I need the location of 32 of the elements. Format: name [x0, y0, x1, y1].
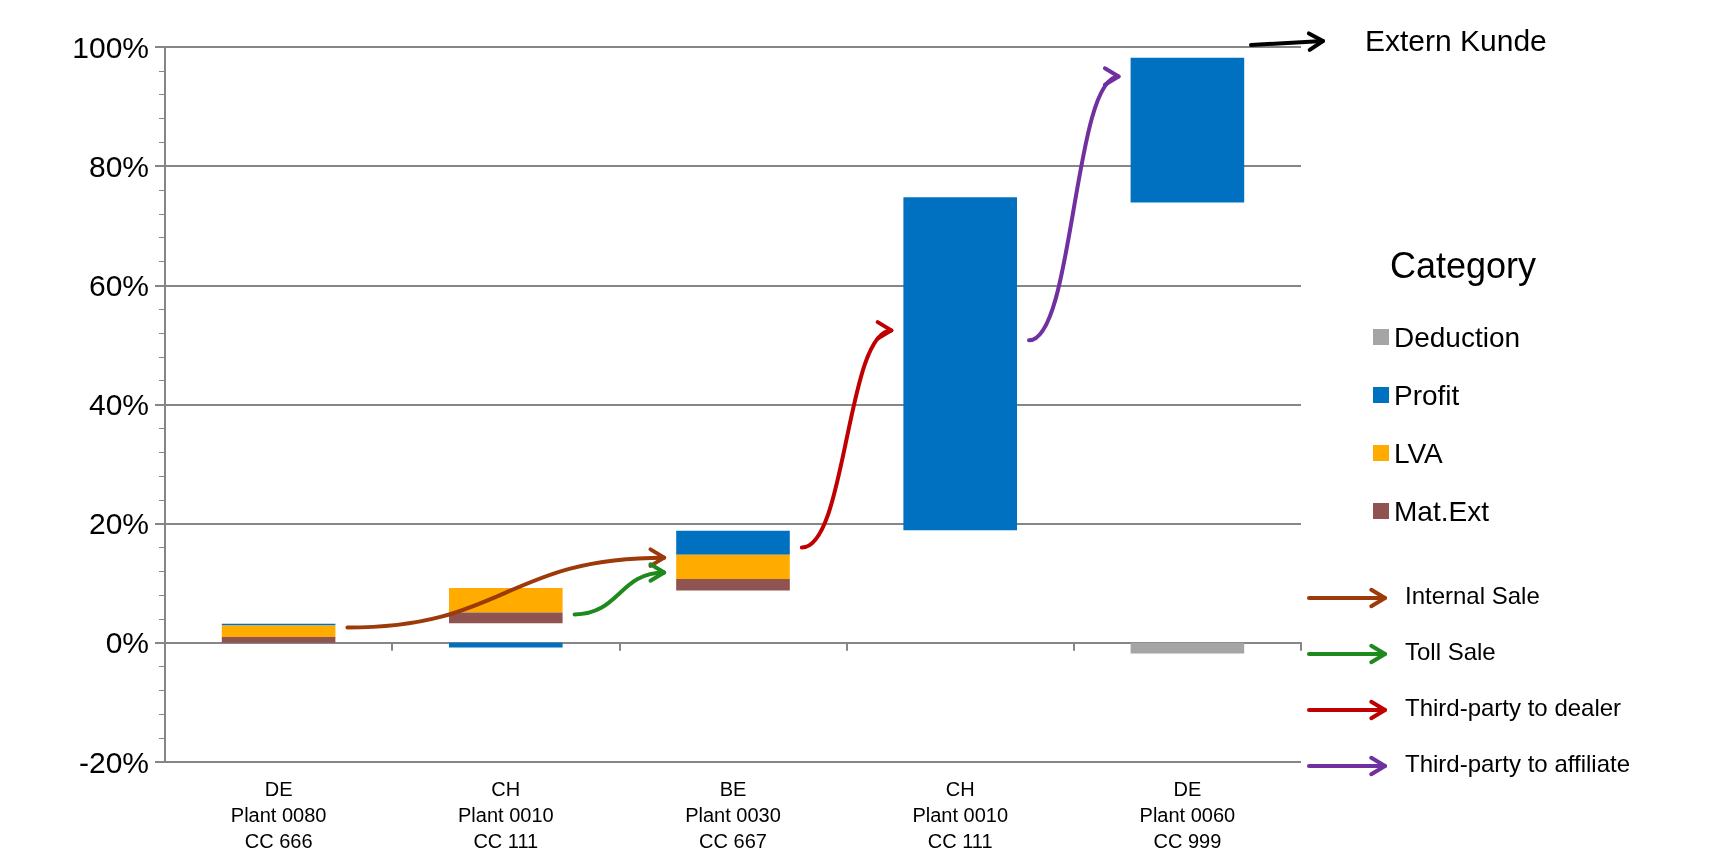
y-tick-label: -20%: [78, 745, 149, 779]
bar: [221, 625, 336, 637]
bar: [221, 636, 336, 643]
text: Extern Kunde: [1365, 23, 1547, 57]
x-tick-label: CH Plant 0010 CC 111: [912, 778, 1009, 852]
y-tick-label: 80%: [88, 149, 149, 183]
bar: [449, 642, 563, 648]
y-tick-label: 0%: [105, 626, 149, 660]
bar: [676, 554, 790, 580]
x-tick-label: CH Plant 0010 CC 111: [457, 778, 554, 852]
x-tick-label: DE Plant 0080 CC 666: [230, 778, 327, 852]
y-tick-label: 20%: [88, 507, 149, 541]
x-tick-label: DE Plant 0060 CC 999: [1139, 778, 1236, 852]
y-tick-label: 40%: [88, 388, 149, 421]
bar: [1130, 642, 1245, 654]
legend-label: Deduction: [1394, 321, 1521, 353]
legend-label: Mat.Ext: [1394, 495, 1490, 527]
text: Third-party to affiliate: [1405, 750, 1630, 778]
text: Internal Sale: [1405, 582, 1540, 610]
text: Toll Sale: [1405, 638, 1496, 666]
bar: [903, 197, 1017, 531]
bar: [676, 530, 790, 555]
bar: [676, 579, 790, 591]
bar: [449, 612, 563, 624]
legend-label: Profit: [1394, 379, 1460, 411]
legend-title: Category: [1390, 244, 1537, 286]
x-tick-label: BE Plant 0030 CC 667: [685, 778, 781, 852]
bar: [1130, 57, 1245, 203]
y-tick-label: 60%: [88, 268, 149, 302]
legend-label: LVA: [1394, 437, 1444, 469]
y-tick-label: 100%: [72, 30, 149, 64]
text: Third-party to dealer: [1405, 694, 1622, 722]
